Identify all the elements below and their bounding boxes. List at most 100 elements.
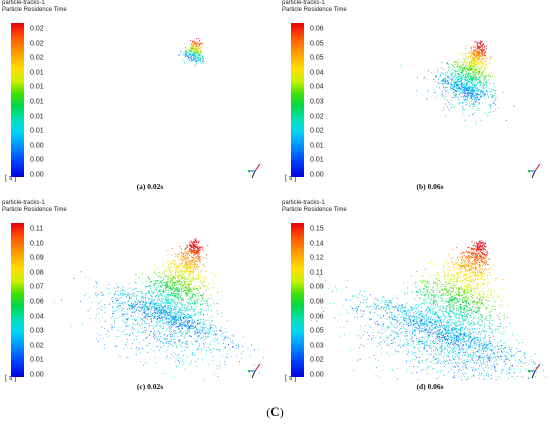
particle-point xyxy=(187,252,189,255)
particle-point xyxy=(436,68,438,70)
particle-point xyxy=(199,332,201,334)
particle-point xyxy=(156,287,158,289)
particle-point xyxy=(189,304,191,306)
particle-point xyxy=(205,254,208,256)
particle-point xyxy=(193,321,195,323)
particle-point xyxy=(476,65,478,67)
particle-point xyxy=(495,90,497,92)
particle-point xyxy=(468,87,470,89)
particle-point xyxy=(474,104,475,106)
particle-point xyxy=(216,310,218,312)
particle-point xyxy=(186,285,188,287)
particle-point xyxy=(183,258,185,260)
particle-point xyxy=(187,284,189,286)
particle-point xyxy=(461,65,463,67)
particle-point xyxy=(198,266,200,268)
particle-point xyxy=(169,277,171,279)
particle-point xyxy=(124,334,126,335)
particle-point xyxy=(117,306,119,308)
particle-point xyxy=(184,325,186,327)
particle-point xyxy=(190,282,192,284)
particle-point xyxy=(128,325,130,327)
particle-point xyxy=(149,309,151,310)
particle-point xyxy=(169,286,171,288)
particle-point xyxy=(170,335,172,337)
particle-point xyxy=(478,259,480,261)
particle-point xyxy=(480,50,483,52)
particle-point xyxy=(154,310,156,312)
particle-point xyxy=(197,246,199,248)
particle-point xyxy=(149,315,151,317)
particle-point xyxy=(174,276,176,278)
particle-point xyxy=(483,87,485,89)
particle-point xyxy=(202,318,204,320)
particle-point xyxy=(518,359,520,361)
particle-point xyxy=(178,295,180,297)
header-title: particle-tracks-1 xyxy=(282,0,325,6)
particle-point xyxy=(194,41,196,43)
particle-point xyxy=(195,302,197,305)
particle-point xyxy=(202,331,204,333)
particle-point xyxy=(122,331,123,333)
particle-point xyxy=(475,86,477,89)
particle-point xyxy=(150,314,152,316)
particle-point xyxy=(151,299,153,301)
particle-point xyxy=(468,268,470,270)
particle-point xyxy=(191,319,193,321)
particle-point xyxy=(460,71,462,74)
particle-point xyxy=(401,313,403,315)
particle-point xyxy=(188,54,190,56)
particle-point xyxy=(187,340,189,342)
particle-point xyxy=(473,85,476,87)
particle-point xyxy=(447,90,449,92)
particle-point xyxy=(440,308,442,310)
particle-point xyxy=(183,316,185,318)
particle-point xyxy=(160,319,162,321)
particle-point xyxy=(466,101,468,103)
particle-point xyxy=(461,72,463,74)
particle-point xyxy=(159,304,161,306)
particle-point xyxy=(488,272,490,274)
particle-point xyxy=(185,325,187,327)
particle-point xyxy=(196,337,198,339)
particle-point xyxy=(239,361,241,363)
particle-point xyxy=(119,303,121,304)
particle-point xyxy=(168,275,170,277)
colorbar-tick: 0.06 xyxy=(310,25,324,33)
particle-point xyxy=(197,54,199,56)
particle-point xyxy=(123,311,125,312)
particle-point xyxy=(184,322,186,324)
particle-point xyxy=(195,339,197,341)
particle-point xyxy=(480,95,482,97)
particle-point xyxy=(147,301,149,303)
particle-point xyxy=(229,338,231,340)
particle-point xyxy=(193,278,195,280)
particle-point xyxy=(490,361,492,363)
particle-point xyxy=(187,266,189,268)
particle-point xyxy=(176,295,178,297)
particle-point xyxy=(200,49,202,51)
particle-point xyxy=(472,103,474,105)
particle-point xyxy=(196,42,198,44)
particle-point xyxy=(144,362,146,364)
particle-point xyxy=(450,258,452,260)
particle-point xyxy=(482,91,484,93)
particle-point xyxy=(85,277,87,278)
particle-point xyxy=(476,62,478,64)
particle-point xyxy=(187,262,189,264)
particle-point xyxy=(175,310,177,312)
particle-point xyxy=(176,305,178,307)
particle-point xyxy=(194,245,196,247)
particle-point xyxy=(186,283,188,285)
particle-point xyxy=(192,258,194,260)
particle-point xyxy=(141,323,143,324)
particle-point xyxy=(175,272,177,274)
particle-point xyxy=(461,67,463,69)
particle-point xyxy=(121,289,123,291)
particle-point xyxy=(157,300,159,302)
particle-point xyxy=(187,58,189,60)
particle-point xyxy=(468,91,470,92)
particle-point xyxy=(461,338,463,340)
particle-point xyxy=(468,344,470,346)
particle-point xyxy=(208,347,210,348)
